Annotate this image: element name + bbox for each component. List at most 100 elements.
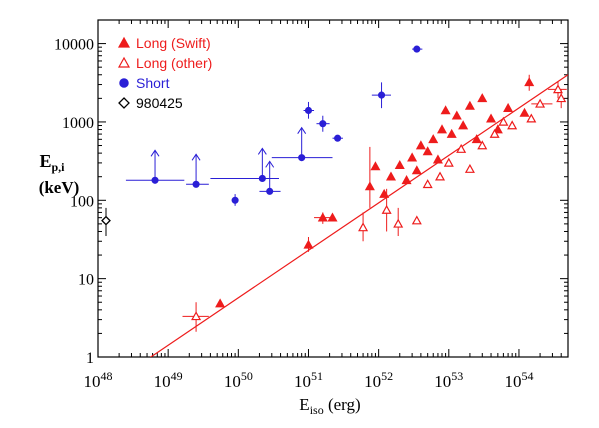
- axis-ticks: [97, 19, 568, 358]
- x-tick-label: 1049: [154, 369, 183, 391]
- lower-limit-arrowhead: [150, 149, 160, 157]
- data-point: [401, 175, 412, 185]
- data-point-marker: [319, 120, 327, 128]
- data-point: [531, 98, 553, 108]
- data-point-marker: [422, 179, 433, 189]
- x-axis-label-main: E: [299, 395, 309, 414]
- x-axis-label-sub: iso: [310, 403, 324, 417]
- data-point-marker: [266, 187, 274, 195]
- legend-label: 980425: [136, 95, 183, 111]
- data-point-marker: [370, 161, 381, 171]
- data-point-marker: [407, 152, 418, 162]
- data-point: [443, 157, 454, 167]
- series-long-swift: [215, 74, 535, 308]
- data-point-marker: [231, 196, 239, 204]
- legend-item: Long (Swift): [117, 35, 211, 51]
- data-point: [498, 116, 509, 126]
- data-point: [464, 100, 475, 110]
- data-point: [428, 134, 439, 144]
- data-point-marker: [151, 176, 159, 184]
- data-point-marker: [415, 140, 426, 150]
- y-axis-label-main: E: [39, 151, 51, 171]
- data-point: [526, 113, 537, 123]
- data-point-marker: [458, 120, 469, 130]
- legend-item: Long (other): [117, 55, 212, 71]
- data-point-marker: [101, 215, 111, 226]
- data-point-marker: [435, 171, 446, 181]
- data-point: [411, 215, 422, 225]
- data-point-marker: [486, 113, 497, 123]
- series-980425: [101, 207, 111, 237]
- data-point-marker: [411, 215, 422, 225]
- data-point-marker: [464, 163, 475, 173]
- y-axis-label: Ep,i: [39, 151, 65, 174]
- data-point: [210, 147, 279, 183]
- data-point-marker: [477, 140, 488, 150]
- data-point-marker: [358, 222, 369, 232]
- data-point-marker: [535, 98, 546, 108]
- legend-item: 980425: [118, 95, 183, 111]
- data-point: [548, 81, 567, 99]
- data-point: [436, 124, 448, 134]
- data-point-marker: [526, 113, 537, 123]
- data-point: [411, 165, 422, 175]
- data-point-marker: [492, 124, 503, 134]
- data-point-marker: [303, 239, 314, 249]
- legend-label: Long (Swift): [136, 35, 211, 51]
- data-point: [182, 302, 209, 332]
- legend-label: Short: [136, 75, 170, 91]
- data-point: [370, 161, 381, 171]
- data-point: [371, 82, 391, 109]
- data-point-marker: [215, 298, 226, 308]
- lower-limit-arrowhead: [191, 153, 201, 161]
- data-point: [327, 212, 338, 222]
- y-axis-label-unit: (keV): [39, 178, 80, 197]
- data-point: [394, 160, 405, 170]
- data-point: [446, 128, 457, 138]
- data-point-marker: [556, 93, 567, 103]
- x-tick-label: 1053: [434, 369, 463, 391]
- legend-marker: [118, 97, 130, 109]
- data-point: [422, 146, 433, 156]
- legend-marker: [117, 56, 131, 68]
- data-point-marker: [413, 45, 421, 53]
- data-points: [101, 45, 567, 332]
- data-point: [231, 194, 239, 206]
- data-point-marker: [381, 204, 392, 214]
- data-point: [364, 146, 375, 208]
- data-point-marker: [298, 154, 306, 162]
- x-tick-label: 1050: [224, 369, 253, 391]
- legend-marker: [119, 78, 129, 88]
- data-point-marker: [327, 212, 338, 222]
- data-point: [507, 120, 518, 130]
- data-point-marker: [317, 212, 328, 222]
- data-point-marker: [422, 146, 433, 156]
- data-point: [456, 143, 467, 153]
- data-point-marker: [443, 157, 454, 167]
- data-point-marker: [498, 116, 509, 126]
- data-point-marker: [411, 165, 422, 175]
- legend: Long (Swift) Long (other) Short 980425: [117, 35, 212, 111]
- y-tick-label: 1: [86, 350, 94, 367]
- data-point-marker: [503, 102, 514, 112]
- data-point-marker: [428, 134, 439, 144]
- data-point: [215, 298, 226, 308]
- data-point: [471, 134, 482, 144]
- data-point-marker: [456, 143, 467, 153]
- x-axis-label: Eiso (erg): [299, 395, 360, 417]
- y-tick-label: 1000: [62, 115, 94, 132]
- data-point-marker: [192, 180, 200, 188]
- data-point-marker: [258, 174, 266, 183]
- data-point-marker: [393, 218, 404, 228]
- legend-marker: [117, 36, 131, 48]
- data-point-marker: [191, 311, 202, 321]
- data-point-marker: [507, 120, 518, 130]
- data-point: [259, 160, 281, 195]
- data-point-marker: [440, 105, 451, 115]
- data-point: [503, 102, 514, 112]
- x-axis-label-unit: (erg): [324, 395, 361, 414]
- y-tick-labels: 1 10 100 1000 10000: [54, 37, 94, 367]
- x-tick-label: 1054: [504, 369, 533, 391]
- lower-limit-arrowhead: [265, 160, 275, 168]
